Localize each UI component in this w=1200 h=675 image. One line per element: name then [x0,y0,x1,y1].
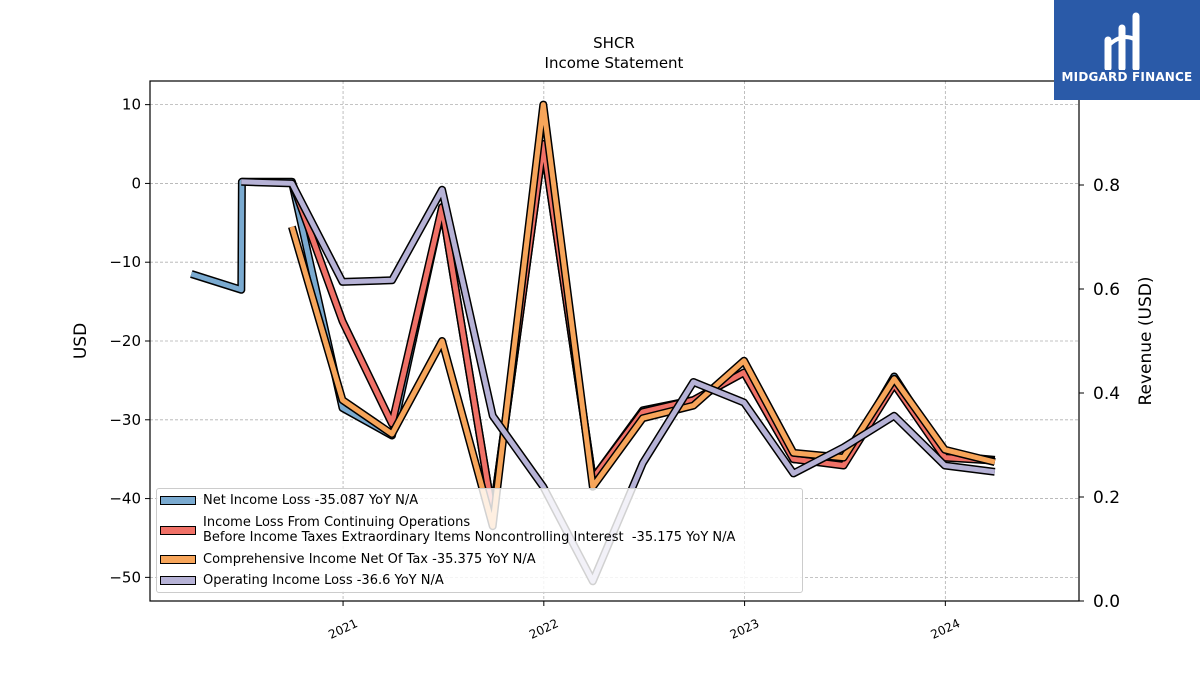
brand-logo: MIDGARD FINANCE [1054,0,1200,100]
y-tick-label: 10 [122,96,141,114]
y-right-tick-label: 0.2 [1093,488,1120,508]
y-right-tick-label: 0.6 [1093,280,1120,300]
y-axis-label: USD [71,323,91,359]
legend-label: Net Income Loss -35.087 YoY N/A [203,493,419,508]
x-axis: 2021 2022 2023 2024 [326,601,962,642]
series-line-2 [289,102,996,529]
y-axis-right: 0.0 0.2 0.4 0.6 0.8 [1079,176,1120,612]
legend-swatch [160,555,196,564]
logo-text: MIDGARD FINANCE [1061,70,1193,84]
legend-label: Comprehensive Income Net Of Tax -35.375 … [203,552,536,567]
x-tick-label: 2023 [728,616,762,642]
y-tick-label: −40 [109,490,141,508]
legend-label: Income Loss From Continuing Operations B… [203,515,736,545]
y-tick-label: 0 [131,174,141,192]
chart-subtitle: Income Statement [545,54,684,72]
y-tick-label: −30 [109,411,141,429]
y-axis-left: 10 0 −10 −20 −30 −40 −50 [109,96,150,586]
legend-label: Operating Income Loss -36.6 YoY N/A [203,573,444,588]
y-right-tick-label: 0.8 [1093,176,1120,196]
y-right-tick-label: 0.4 [1093,384,1120,404]
legend: Net Income Loss -35.087 YoY N/A Income L… [156,488,803,593]
x-tick-label: 2024 [929,616,963,642]
y-tick-label: −10 [109,253,141,271]
y-axis-right-label: Revenue (USD) [1136,276,1156,405]
y-tick-label: −50 [109,568,141,586]
legend-swatch [160,496,196,505]
y-tick-label: −20 [109,332,141,350]
chart-title: SHCR [593,34,635,52]
legend-swatch [160,576,196,585]
legend-swatch [160,526,196,535]
x-tick-label: 2021 [326,616,360,642]
logo-mark-icon [1104,12,1140,70]
y-right-tick-label: 0.0 [1093,592,1120,612]
x-tick-label: 2022 [527,616,561,642]
